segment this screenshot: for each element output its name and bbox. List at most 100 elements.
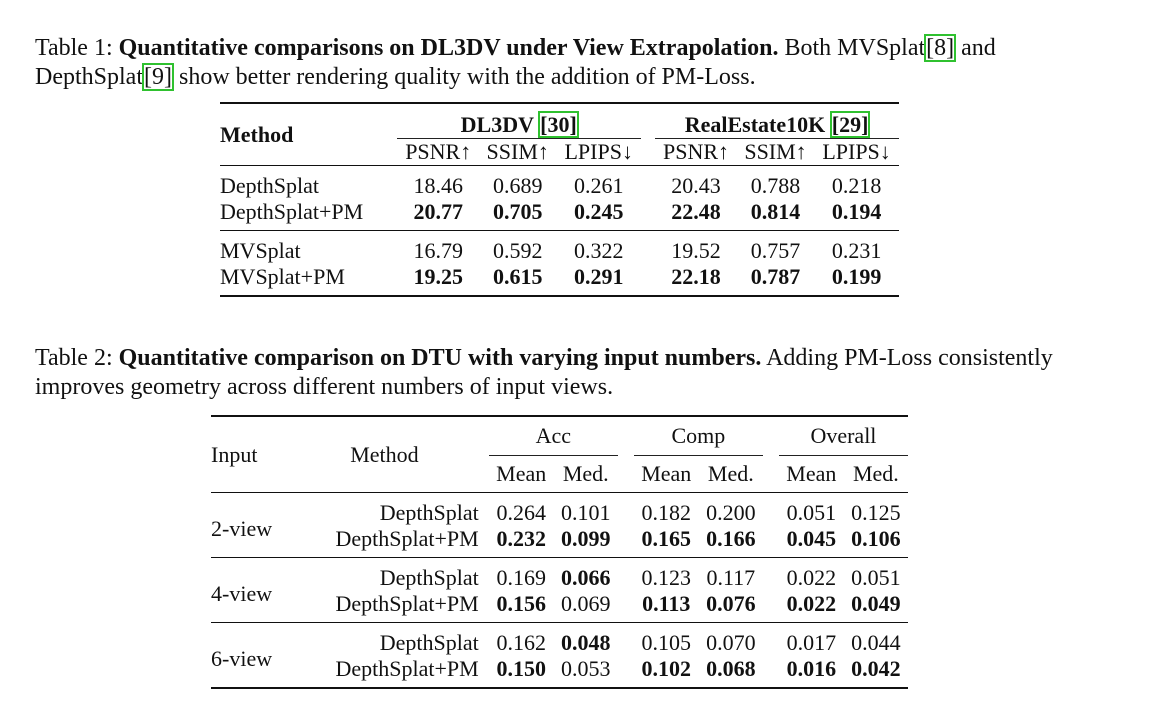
table2: Input Method Acc Comp Overall Mean Med. …: [211, 415, 908, 689]
citation-link[interactable]: 8: [934, 35, 947, 61]
table-cell: 0.070: [706, 630, 756, 655]
table-cell: 0.232: [496, 526, 546, 551]
table2-method-cell: DepthSplat: [379, 565, 479, 590]
table-cell: 0.125: [851, 500, 901, 525]
table-cell: 0.117: [706, 565, 756, 590]
table-row: DepthSplat+PM 0.156 0.069 0.113 0.076 0.022 0.…: [211, 591, 908, 623]
table1-group-header: DL3DV [30]: [397, 103, 642, 139]
table-row: DepthSplat+PM 20.77 0.705 0.245 22.48 0.…: [220, 199, 899, 231]
table-cell: 0.150: [496, 656, 546, 681]
table-cell: 0.044: [851, 630, 901, 655]
table-cell: 0.165: [641, 526, 692, 551]
table-cell: 0.051: [851, 565, 901, 590]
table-cell: 0.099: [560, 526, 611, 551]
table2-subheader: Mean: [496, 461, 547, 486]
table-cell: 0.022: [786, 591, 837, 616]
table-row: 6-view DepthSplat 0.162 0.048 0.105 0.070 0.01…: [211, 622, 908, 671]
citation-link[interactable]: 30: [547, 112, 570, 137]
table-cell: 20.77: [413, 199, 463, 224]
table1-group-header: RealEstate10K [29]: [655, 103, 899, 139]
table-cell: 0.042: [851, 656, 901, 681]
table-cell: 0.113: [642, 591, 691, 616]
table2-method-cell: DepthSplat+PM: [335, 656, 479, 681]
table2-group-header: Acc: [488, 416, 618, 456]
table-cell: 0.194: [831, 199, 882, 224]
table2-caption-text: Adding PM-Loss consistently improves geo…: [35, 345, 1053, 400]
table-cell: 0.705: [492, 199, 543, 224]
table-row: DepthSplat+PM 0.232 0.099 0.165 0.166 0.045 0.…: [211, 526, 908, 558]
table2-group-header: Overall: [778, 416, 908, 456]
table-cell: 0.017: [786, 630, 837, 655]
table2-method-cell: DepthSplat: [379, 630, 479, 655]
table1-metric-header: SSIM↑: [486, 139, 549, 164]
table2-caption-prefix: Table 2:: [35, 345, 113, 371]
table2-group-header: Comp: [633, 416, 763, 456]
table-cell: 0.814: [750, 199, 801, 224]
table-cell: 0.101: [560, 500, 611, 525]
table-cell: 0.045: [786, 526, 837, 551]
table1-caption-text-b: and DepthSplat: [35, 35, 996, 90]
table2-method-cell: DepthSplat+PM: [335, 591, 479, 616]
table-cell: 0.049: [851, 591, 901, 616]
table-cell: 0.788: [750, 173, 801, 198]
table1-metric-header: LPIPS↓: [564, 139, 633, 164]
table-cell: 0.689: [492, 173, 543, 198]
table-row: DepthSplat 18.46 0.689 0.261 20.43 0.788…: [220, 165, 899, 200]
table1-method-header: Method: [220, 121, 294, 147]
table2-input-cell: 6-view: [211, 645, 273, 671]
table1-metric-header: LPIPS↓: [822, 139, 891, 164]
citation-link[interactable]: 9: [152, 64, 164, 90]
table-row: DepthSplat+PM 0.150 0.053 0.102 0.068 0.016 0.…: [211, 656, 908, 688]
table-cell: 0.261: [573, 173, 624, 198]
table2-subheader: Med.: [852, 461, 899, 486]
table-cell: 0.291: [573, 264, 624, 289]
table-cell: 0.199: [831, 264, 882, 289]
table-cell: 0.068: [706, 656, 756, 681]
table2-input-cell: 2-view: [211, 515, 273, 541]
table1-method-cell: DepthSplat: [220, 173, 319, 198]
table-cell: 0.592: [492, 238, 543, 263]
table-cell: 0.102: [641, 656, 692, 681]
table1-caption-prefix: Table 1:: [35, 35, 113, 61]
table1-method-cell: DepthSplat+PM: [220, 199, 364, 224]
table-cell: 0.048: [560, 630, 611, 655]
citation-link[interactable]: 29: [839, 112, 862, 137]
table-row: 4-view DepthSplat 0.169 0.066 0.123 0.117 0.02…: [211, 557, 908, 606]
table-cell: 0.069: [560, 591, 611, 616]
table-cell: 0.106: [851, 526, 901, 551]
table-cell: 19.52: [671, 238, 721, 263]
table-cell: 0.200: [706, 500, 756, 525]
table1-caption-title: Quantitative comparisons on DL3DV under …: [118, 35, 779, 61]
table-cell: 0.787: [750, 264, 801, 289]
table2-caption-title: Quantitative comparison on DTU with vary…: [118, 345, 762, 371]
table1-caption-text-a: Both MVSplat: [784, 35, 926, 61]
table1-metric-header: SSIM↑: [744, 139, 807, 164]
table-cell: 0.245: [573, 199, 624, 224]
table2-subheader: Med.: [562, 461, 609, 486]
table-row: MVSplat 16.79 0.592 0.322 19.52 0.757 0.…: [220, 230, 899, 265]
table1-caption: Table 1: Quantitative comparisons on DL3…: [35, 34, 996, 91]
table2-method-cell: DepthSplat: [379, 500, 479, 525]
table1-method-cell: MVSplat: [220, 238, 301, 263]
table-cell: 0.182: [641, 500, 692, 525]
table-cell: 0.218: [831, 173, 882, 198]
table-cell: 0.076: [706, 591, 756, 616]
table-cell: 0.231: [831, 238, 882, 263]
table2-caption: Table 2: Quantitative comparison on DTU …: [35, 344, 1135, 402]
table-cell: 22.18: [671, 264, 721, 289]
table1-metric-header: PSNR↑: [662, 139, 730, 164]
table2-subheader: Mean: [786, 461, 837, 486]
table-cell: 0.162: [496, 630, 546, 655]
table1: Method DL3DV [30] RealEstate10K [29] PSN…: [220, 102, 899, 297]
table-cell: 0.169: [496, 565, 546, 590]
table-row: 2-view DepthSplat 0.264 0.101 0.182 0.200 0.05…: [211, 492, 908, 541]
table2-input-header: Input: [211, 441, 258, 467]
table2-method-cell: DepthSplat+PM: [335, 526, 479, 551]
table-cell: 0.757: [750, 238, 801, 263]
table-cell: 0.166: [706, 526, 756, 551]
table1-caption-text-c: show better rendering quality with the a…: [179, 64, 756, 90]
table-cell: 0.053: [560, 656, 611, 681]
table-cell: 18.46: [413, 173, 463, 198]
table-cell: 19.25: [413, 264, 463, 289]
table2-method-header: Method: [350, 441, 419, 467]
